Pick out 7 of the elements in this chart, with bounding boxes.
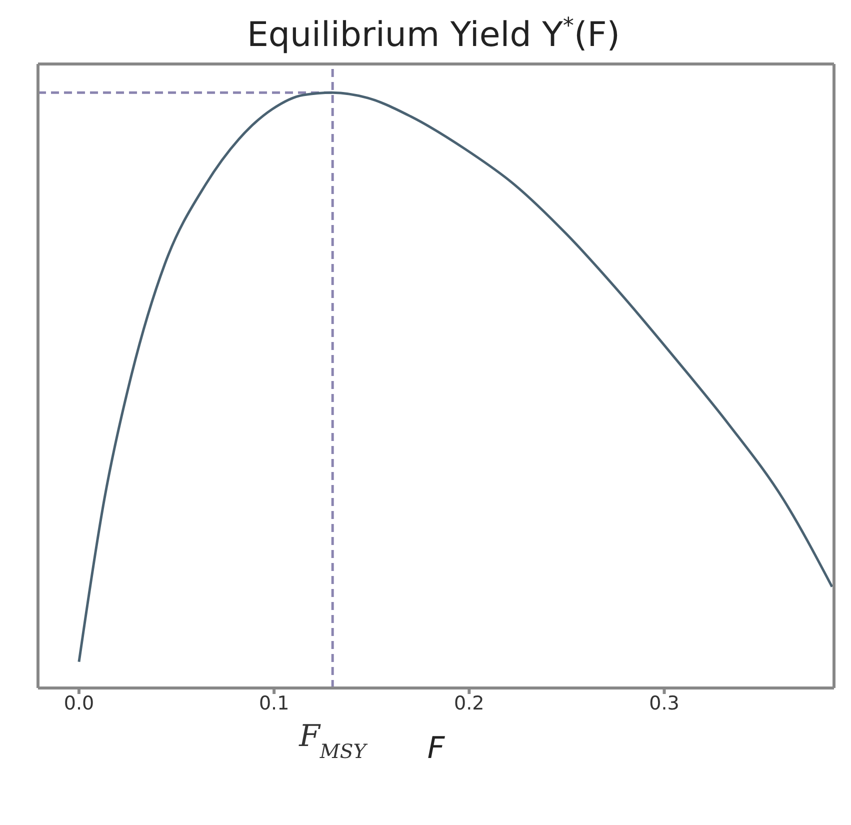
x-tick-label: 0.1 <box>258 692 290 714</box>
x-tick-label: 0.3 <box>649 692 680 714</box>
ref-line-label: F$_{MSY}$ <box>298 719 368 762</box>
x-axis-title: F <box>427 731 446 766</box>
x-tick-label: 0.0 <box>64 692 94 714</box>
chart-title: Equilibrium Yield Y$^{*}$(F) <box>246 13 620 55</box>
x-tick-label: 0.2 <box>454 692 484 714</box>
